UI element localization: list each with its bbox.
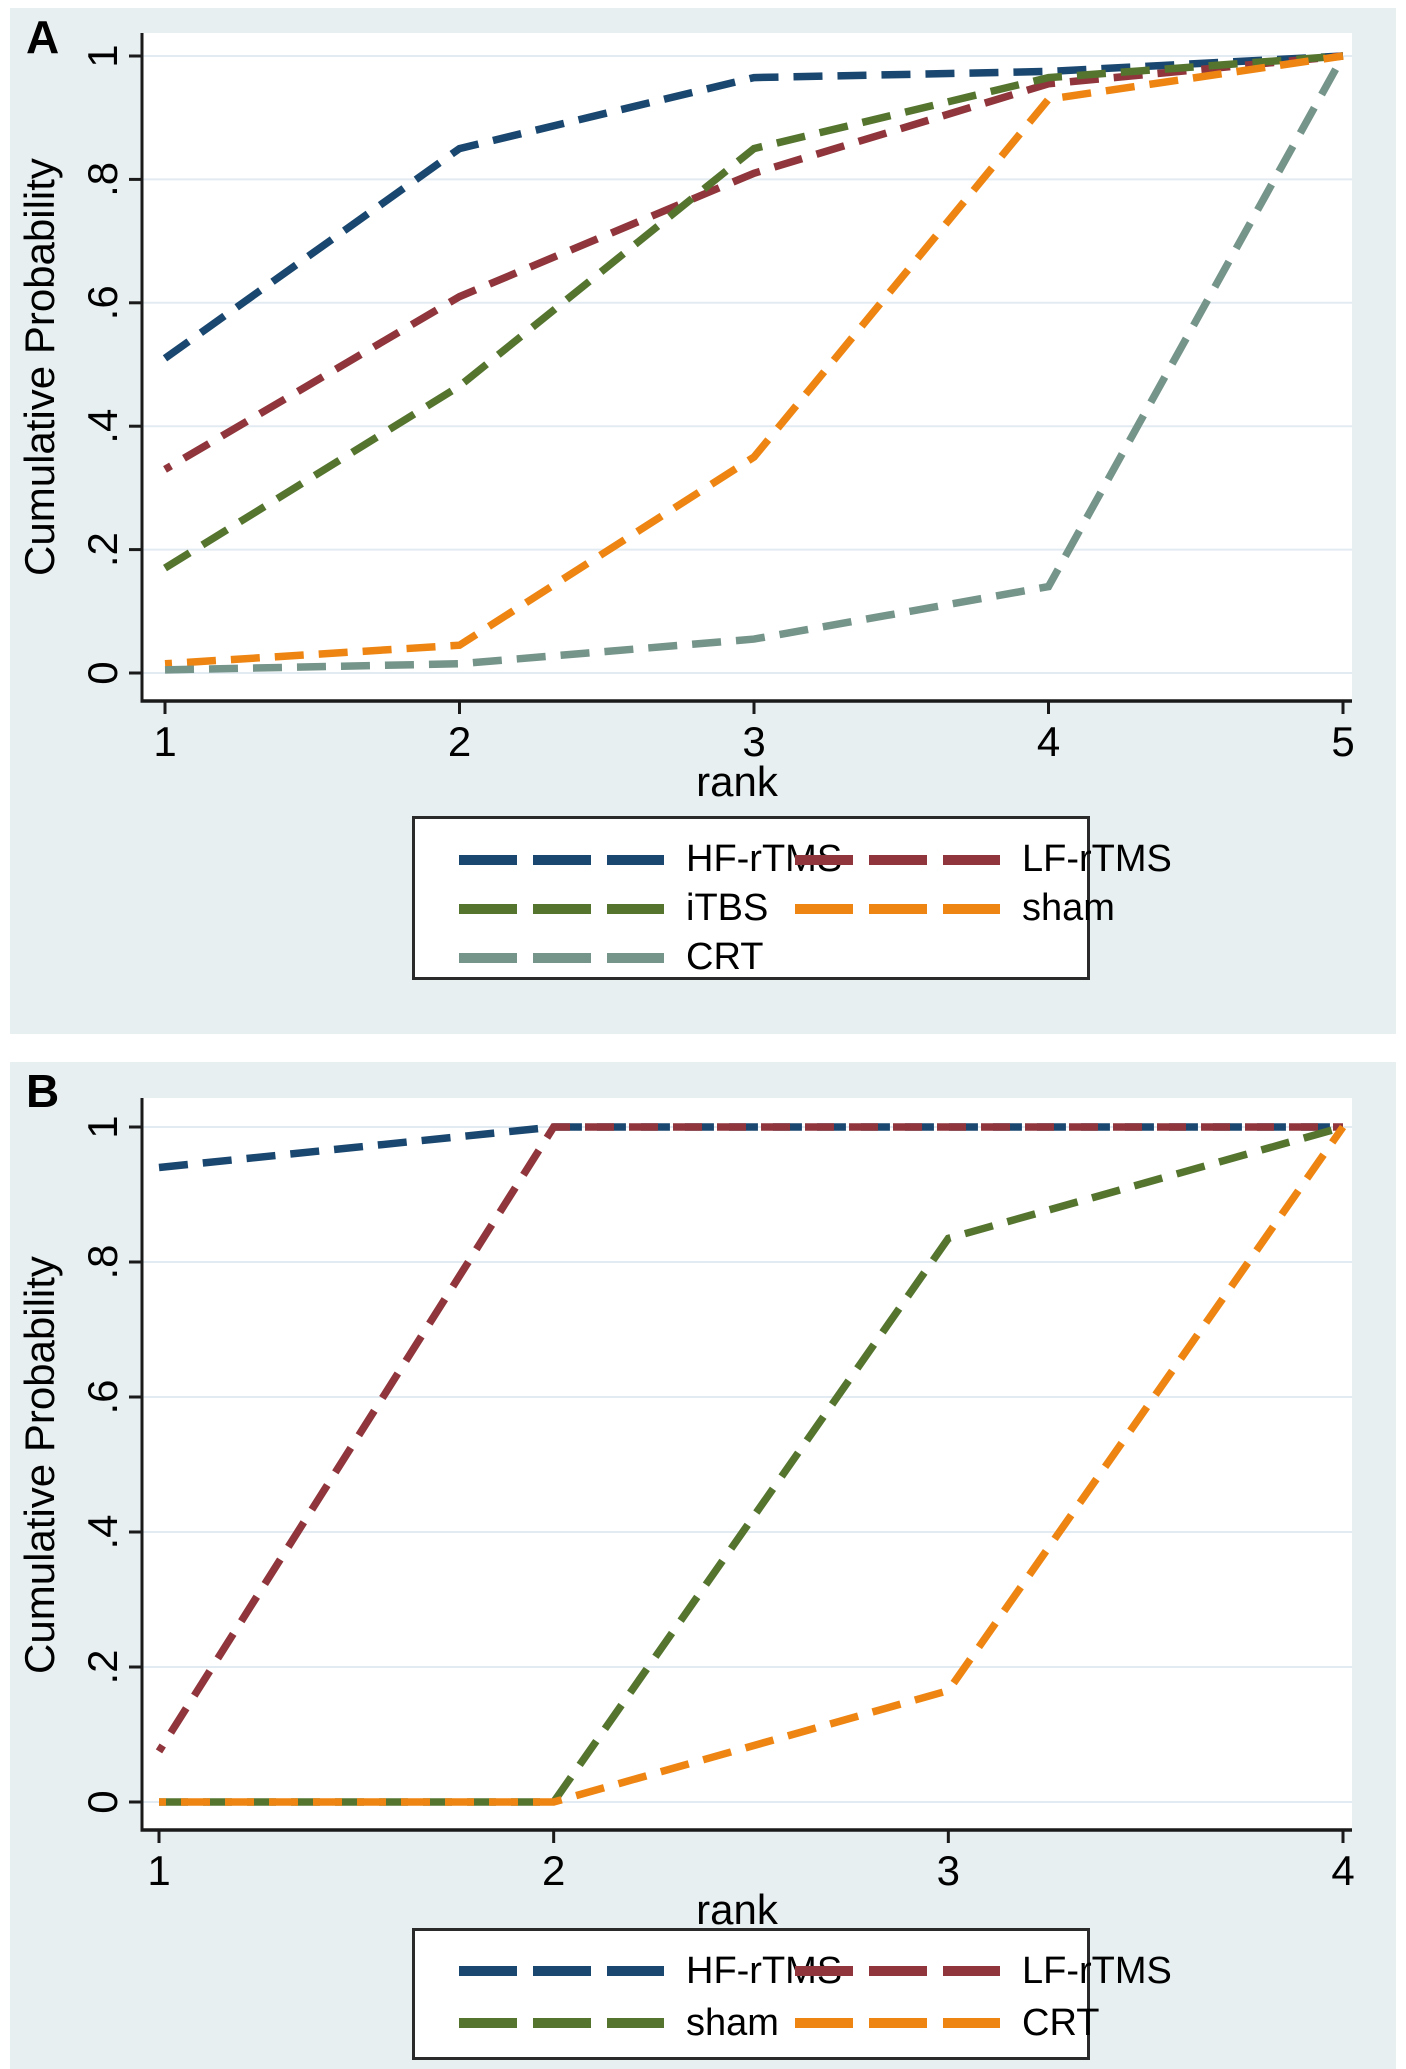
legend-label: LF-rTMS — [1022, 838, 1172, 880]
series-line-hf-rtms — [158, 1123, 1343, 1172]
x-tick-label: 4 — [1037, 718, 1060, 765]
legend-item-hf-rtms: HF-rTMS — [459, 1945, 842, 1997]
legend-label: CRT — [686, 936, 764, 978]
legend-label: iTBS — [686, 887, 769, 929]
panel-b: 0.2.4.6.8 1 1 2 3 4 B Cumulative Probability … — [10, 1062, 1396, 2069]
panel-b-legend: HF-rTMS LF-rTMS sham CRT — [412, 1928, 1172, 2060]
legend-item-crt: CRT — [459, 933, 795, 982]
panel-b-y-axis-title: Cumulative Probability — [16, 1256, 63, 1674]
x-tick-label: 1 — [153, 718, 176, 765]
legend-dash-swatch — [795, 1966, 1000, 1976]
legend-item-crt: CRT — [795, 1997, 1172, 2049]
series-line-crt — [159, 1124, 1347, 1806]
legend-item-itbs: iTBS — [459, 884, 795, 933]
y-tick-label: .6 — [79, 1379, 126, 1414]
panel-a-chart: 0 .2 .4 .6 .8 1 1 2 3 4 5 — [79, 33, 1355, 765]
x-tick-label: 2 — [448, 718, 471, 765]
y-tick-label: .8 — [79, 162, 126, 197]
x-tick-label: 1 — [147, 1847, 170, 1894]
series-line-lf-rtms — [163, 52, 1344, 473]
panel-a-y-axis-title: Cumulative Probability — [16, 158, 63, 576]
x-tick-label: 5 — [1331, 718, 1354, 765]
legend-label: LF-rTMS — [1022, 1949, 1172, 1992]
legend-item-hf-rtms: HF-rTMS — [459, 835, 842, 884]
x-tick-label: 2 — [542, 1847, 565, 1894]
y-tick-label: .2 — [79, 1649, 126, 1684]
y-tick-label: 0 — [79, 661, 126, 684]
y-tick-label: 0 — [79, 1790, 126, 1813]
legend-dash-swatch — [459, 952, 664, 963]
legend-item-sham: sham — [459, 1997, 795, 2049]
legend-dash-swatch — [795, 2018, 1000, 2028]
legend-label: sham — [686, 2001, 779, 2044]
series-line-itbs — [163, 52, 1344, 572]
legend-dash-swatch — [795, 903, 1000, 914]
panel-a-x-axis-title: rank — [696, 758, 778, 805]
panel-b-x-axis-title: rank — [696, 1886, 778, 1933]
series-line-sham — [159, 1123, 1345, 1806]
legend-dash-swatch — [459, 903, 664, 914]
series-line-crt — [164, 54, 1347, 674]
plot-area — [142, 1098, 1352, 1830]
legend-label: sham — [1022, 887, 1115, 929]
legend-item-sham: sham — [795, 884, 1172, 933]
legend-label: CRT — [1022, 2001, 1100, 2044]
legend-dash-swatch — [459, 2018, 664, 2028]
y-tick-label: .2 — [79, 532, 126, 567]
y-tick-label: .8 — [79, 1244, 126, 1279]
panel-b-chart: 0 .2 .4 .6 .8 1 1 2 3 4 — [79, 1098, 1355, 1894]
y-tick-label: .4 — [79, 409, 126, 444]
panel-a-legend: HF-rTMS LF-rTMS iTBS sham CRT — [412, 816, 1172, 982]
legend-item-lf-rtms: LF-rTMS — [795, 1945, 1172, 1997]
legend-item-lf-rtms: LF-rTMS — [795, 835, 1172, 884]
x-tick-label: 3 — [937, 1847, 960, 1894]
x-tick-label: 3 — [742, 718, 765, 765]
series-line-sham — [164, 52, 1344, 668]
legend-dash-swatch — [459, 854, 664, 865]
y-tick-label: 1 — [79, 44, 126, 67]
x-tick-label: 4 — [1331, 1847, 1354, 1894]
legend-dash-swatch — [795, 854, 1000, 865]
plot-area — [142, 33, 1352, 701]
panel-b-letter: B — [26, 1065, 60, 1117]
y-tick-label: 1 — [79, 1115, 126, 1138]
y-tick-label: .6 — [79, 285, 126, 320]
series-line-hf-rtms — [162, 52, 1344, 362]
y-tick-label: .4 — [79, 1514, 126, 1549]
panel-a: 0 .2 .4 .6 .8 1 1 2 3 4 5 A Cumulative Probability… — [10, 8, 1396, 1034]
legend-dash-swatch — [459, 1966, 664, 1976]
panel-a-letter: A — [26, 11, 60, 63]
